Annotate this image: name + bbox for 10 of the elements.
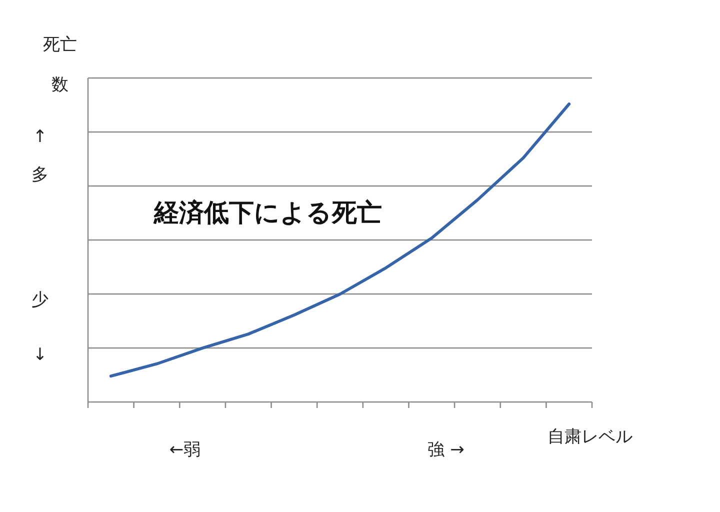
annotation: ↑ [32, 127, 48, 147]
xlabel: 自粛レベル [548, 427, 632, 447]
annotation: 経済低下による死亡 [154, 198, 382, 227]
ylabel2: 数 [52, 75, 68, 95]
ylabel: 死亡 [43, 35, 77, 55]
annotation: ↓ [32, 345, 48, 365]
annotation: 少 [32, 290, 48, 310]
annotation: ←弱 [169, 440, 201, 460]
annotation: 強 → [428, 440, 464, 460]
annotation: 多 [32, 165, 48, 185]
